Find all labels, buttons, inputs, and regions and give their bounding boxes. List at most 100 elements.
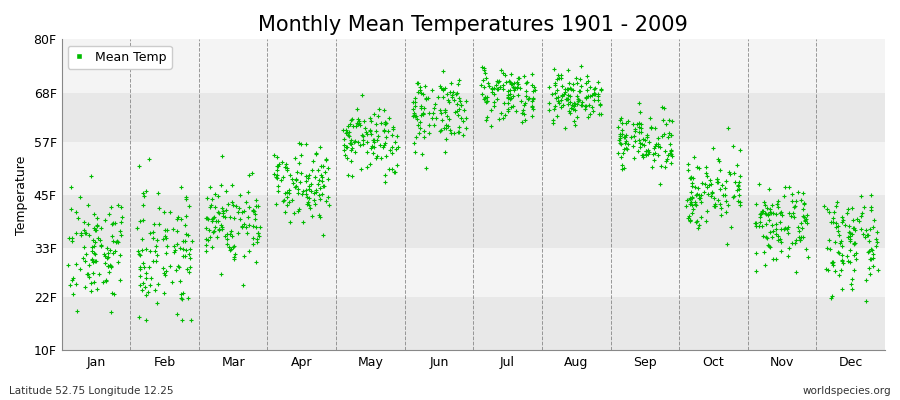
Point (454, 102, 469, 108)
Point (70, 308, 85, 314)
Point (350, 120, 365, 126)
Point (816, 202, 831, 209)
Point (102, 211, 116, 217)
Point (632, 129, 646, 136)
Point (824, 293, 839, 300)
Point (764, 210, 778, 216)
Point (511, 81, 526, 88)
Point (144, 274, 158, 281)
Point (800, 212, 814, 218)
Point (626, 121, 641, 128)
Point (338, 152, 352, 158)
Point (700, 208, 715, 214)
Point (441, 97, 455, 104)
Point (238, 224, 253, 230)
Point (199, 236, 213, 242)
Point (184, 238, 199, 244)
Point (827, 268, 842, 274)
Point (769, 221, 783, 227)
Point (752, 219, 767, 225)
Point (208, 224, 222, 230)
Point (433, 128, 447, 134)
Point (760, 235, 774, 242)
Point (289, 176, 303, 182)
Point (206, 229, 220, 235)
Point (639, 134, 653, 140)
Point (413, 105, 428, 112)
Point (562, 99, 577, 106)
Point (840, 210, 854, 216)
Point (775, 212, 789, 218)
Point (384, 150, 399, 157)
Point (417, 105, 431, 111)
Point (870, 266, 885, 273)
Point (518, 93, 533, 100)
Point (771, 198, 786, 205)
Point (770, 256, 784, 262)
Point (496, 86, 510, 92)
Point (774, 248, 788, 254)
Point (552, 100, 566, 106)
Point (285, 176, 300, 182)
Point (689, 191, 704, 198)
Point (733, 179, 747, 185)
Point (772, 236, 787, 242)
Point (367, 136, 382, 143)
Point (705, 193, 719, 200)
Point (749, 268, 763, 274)
Point (248, 211, 262, 217)
Point (352, 118, 366, 125)
Point (183, 264, 197, 270)
Point (794, 197, 808, 204)
Point (78, 230, 93, 236)
Point (364, 145, 378, 152)
Point (859, 227, 873, 233)
Point (572, 88, 587, 95)
Point (341, 132, 356, 138)
Point (289, 176, 303, 183)
Point (415, 150, 429, 157)
Point (847, 241, 861, 247)
Point (585, 108, 599, 115)
Point (181, 232, 195, 238)
Point (570, 93, 584, 99)
Point (319, 155, 333, 162)
Point (491, 79, 505, 86)
Point (800, 254, 814, 260)
Point (864, 256, 878, 262)
Point (794, 234, 808, 240)
Point (214, 205, 229, 211)
Point (791, 234, 806, 240)
Point (68, 230, 83, 236)
Point (700, 184, 715, 190)
Point (786, 209, 800, 216)
Point (689, 218, 704, 224)
Point (68, 261, 83, 267)
Point (518, 80, 533, 86)
Point (685, 210, 699, 216)
Point (824, 260, 839, 266)
Point (337, 136, 351, 142)
Point (680, 215, 695, 222)
Point (647, 156, 662, 163)
Point (340, 122, 355, 129)
Point (861, 247, 876, 254)
Point (717, 192, 732, 198)
Point (287, 155, 302, 161)
Point (749, 220, 763, 226)
Point (413, 125, 428, 131)
Point (207, 228, 221, 234)
Point (242, 172, 256, 178)
Point (761, 186, 776, 192)
Point (440, 91, 454, 98)
Point (292, 179, 307, 186)
Point (437, 125, 452, 131)
Point (101, 250, 115, 256)
Point (796, 201, 811, 207)
Point (160, 242, 175, 249)
Point (501, 106, 516, 112)
Point (579, 79, 593, 86)
Point (663, 148, 678, 155)
Point (82, 261, 96, 268)
Point (347, 139, 362, 145)
